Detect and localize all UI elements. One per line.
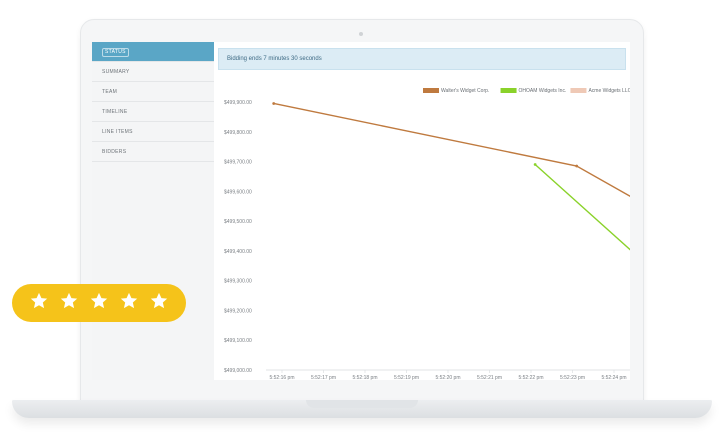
y-tick-label: $499,000.00 — [224, 368, 252, 374]
legend-swatch-2 — [500, 88, 517, 93]
bidding-countdown-banner: Bidding ends 7 minutes 30 seconds — [218, 48, 626, 70]
x-tick-label: 5:52:23 pm — [560, 375, 585, 380]
legend-label-3: Acme Widgets LLC — [588, 88, 630, 94]
series-line-1 — [273, 102, 630, 197]
app-screen: STATUS SUMMARY TEAM TIMELINE LINE ITEMS … — [92, 42, 630, 380]
sidebar-item-label: STATUS — [102, 48, 129, 57]
series-point-1 — [272, 102, 276, 105]
y-tick-label: $499,400.00 — [224, 249, 252, 255]
bid-chart: $499,900.00 $499,800.00 $499,700.00 $499,60… — [218, 72, 630, 380]
legend-swatch-3 — [570, 88, 587, 93]
x-tick-label: 5:52:20 pm — [435, 375, 460, 380]
sidebar-item-bidders[interactable]: BIDDERS — [92, 142, 214, 162]
camera-dot — [359, 32, 363, 36]
series-point-1 — [575, 164, 579, 168]
sidebar-item-label: BIDDERS — [102, 149, 127, 155]
sidebar-item-summary[interactable]: SUMMARY — [92, 62, 214, 82]
sidebar-item-line-items[interactable]: LINE ITEMS — [92, 122, 214, 142]
y-tick-label: $499,200.00 — [224, 308, 252, 314]
series-point-2 — [533, 163, 537, 166]
star-icon — [59, 291, 79, 316]
y-tick-label: $499,300.00 — [224, 279, 252, 285]
sidebar-item-team[interactable]: TEAM — [92, 82, 214, 102]
x-tick-label: 5:52:17 pm — [311, 375, 336, 380]
x-tick-label: 5:52:16 pm — [269, 375, 294, 380]
y-tick-label: $499,900.00 — [224, 100, 252, 106]
legend-swatch-1 — [423, 88, 439, 93]
laptop-base — [12, 400, 712, 418]
sidebar-item-timeline[interactable]: TIMELINE — [92, 102, 214, 122]
x-tick-label: 5:52:18 pm — [352, 375, 377, 380]
sidebar-item-label: TIMELINE — [102, 109, 128, 115]
star-icon — [29, 291, 49, 316]
sidebar-item-status[interactable]: STATUS — [92, 42, 214, 62]
sidebar: STATUS SUMMARY TEAM TIMELINE LINE ITEMS … — [92, 42, 214, 380]
x-tick-label: 5:52:24 pm — [601, 375, 626, 380]
series-line-2 — [534, 164, 630, 251]
star-icon — [89, 291, 109, 316]
star-icon — [119, 291, 139, 316]
y-tick-label: $499,500.00 — [224, 219, 252, 225]
y-tick-label: $499,700.00 — [224, 160, 252, 166]
legend-label-1: Walter's Widget Corp. — [441, 88, 489, 94]
y-tick-label: $499,600.00 — [224, 189, 252, 195]
bid-chart-svg: $499,900.00 $499,800.00 $499,700.00 $499,60… — [224, 88, 630, 380]
sidebar-item-label: SUMMARY — [102, 69, 130, 75]
star-icon — [149, 291, 169, 316]
y-tick-label: $499,100.00 — [224, 338, 252, 344]
y-tick-label: $499,800.00 — [224, 130, 252, 136]
sidebar-item-label: TEAM — [102, 89, 118, 95]
sidebar-item-label: LINE ITEMS — [102, 129, 133, 135]
x-tick-label: 5:52:22 pm — [518, 375, 543, 380]
star-rating — [12, 284, 186, 322]
legend-label-2: OHOAM Widgets Inc. — [519, 88, 567, 94]
laptop-notch — [306, 400, 418, 408]
x-tick-label: 5:52:19 pm — [394, 375, 419, 380]
x-tick-label: 5:52:21 pm — [477, 375, 502, 380]
